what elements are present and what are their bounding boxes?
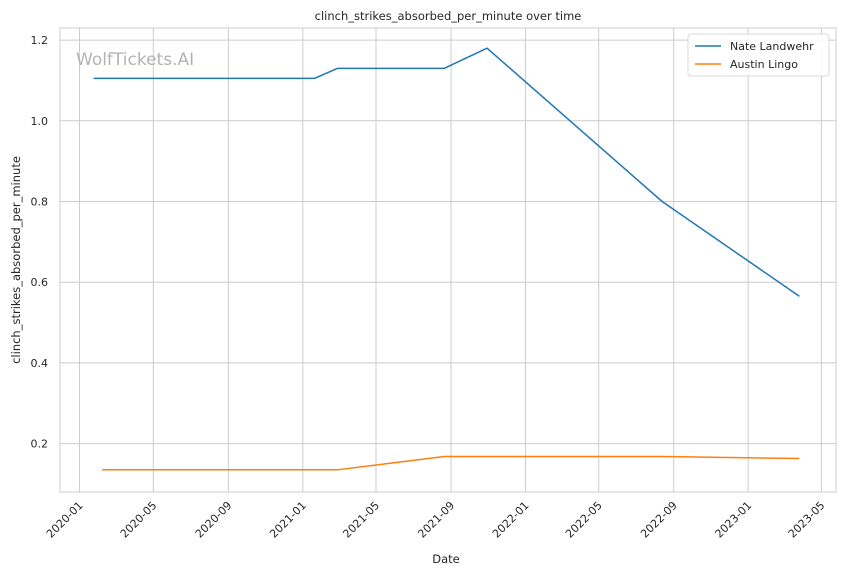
x-tick-label: 2021-05 — [340, 499, 382, 541]
x-axis-ticks: 2020-01 2020-05 2020-09 2021-01 2021-05 2021-… — [44, 499, 828, 541]
series-layer — [93, 47, 800, 471]
y-tick-label: 0.8 — [31, 195, 49, 208]
series-line-nate-landwehr — [93, 47, 800, 297]
x-axis-label: Date — [432, 552, 460, 566]
y-tick-label: 0.4 — [31, 357, 49, 370]
x-tick-label: 2020-05 — [118, 499, 160, 541]
x-tick-label: 2021-01 — [267, 499, 309, 541]
y-tick-label: 1.2 — [31, 34, 49, 47]
plot-border — [59, 27, 837, 493]
x-tick-label: 2020-09 — [193, 499, 235, 541]
x-tick-label: 2023-05 — [786, 499, 828, 541]
watermark: WolfTickets.AI — [76, 50, 194, 70]
grid — [60, 28, 836, 492]
y-tick-label: 0.2 — [31, 438, 49, 451]
legend-label-austin-lingo: Austin Lingo — [730, 58, 798, 71]
y-tick-label: 0.6 — [31, 276, 49, 289]
x-tick-label: 2022-09 — [638, 499, 680, 541]
x-tick-label: 2021-09 — [415, 499, 457, 541]
legend-box — [687, 33, 830, 77]
series-line-austin-lingo — [101, 455, 800, 471]
plot-area — [60, 28, 836, 492]
legend: Nate Landwehr Austin Lingo — [687, 33, 830, 77]
chart-title: clinch_strikes_absorbed_per_minute over … — [315, 9, 582, 23]
y-axis-label: clinch_strikes_absorbed_per_minute — [9, 156, 23, 364]
x-tick-label: 2023-01 — [713, 499, 755, 541]
y-tick-label: 1.0 — [31, 115, 49, 128]
x-tick-label: 2020-01 — [44, 499, 86, 541]
legend-label-nate-landwehr: Nate Landwehr — [730, 40, 814, 53]
x-tick-label: 2022-01 — [490, 499, 532, 541]
y-axis-ticks: 0.2 0.4 0.6 0.8 1.0 1.2 — [31, 34, 49, 450]
x-tick-label: 2022-05 — [563, 499, 605, 541]
